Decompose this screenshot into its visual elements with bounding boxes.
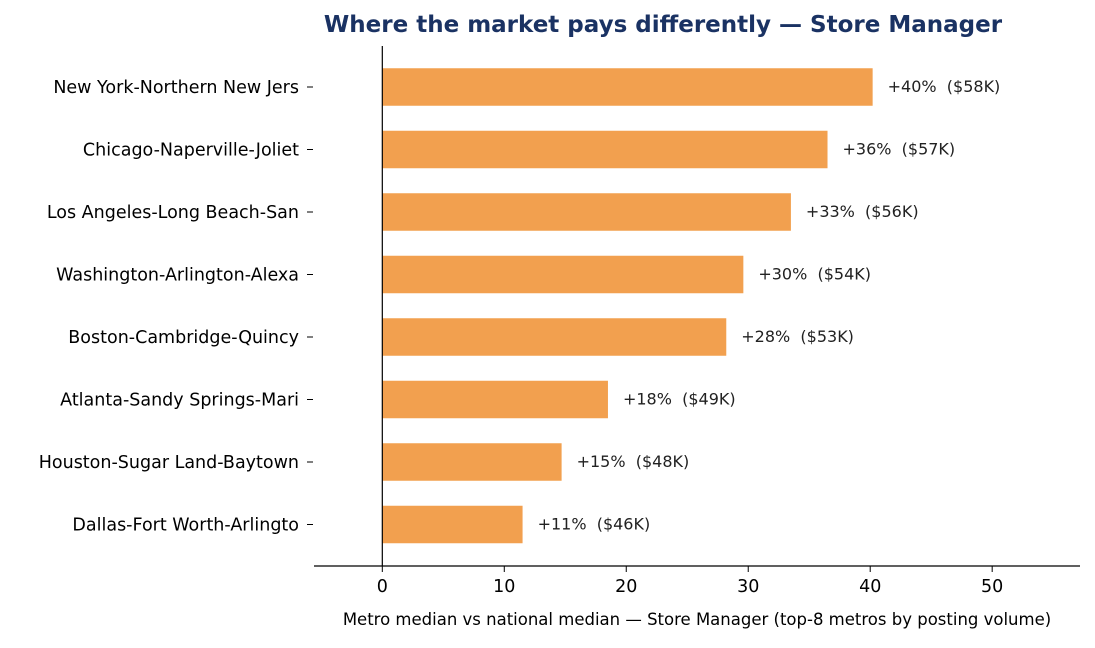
- bar: [382, 130, 828, 169]
- data-label: +40% ($58K): [888, 77, 1001, 96]
- bar: [382, 193, 791, 231]
- x-tick-label: 0: [377, 577, 388, 597]
- x-axis-label: Metro median vs national median — Store …: [343, 610, 1051, 629]
- category-labels: New York-Northern New Jers Chicago-Naperv…: [39, 78, 313, 536]
- bar: [382, 443, 562, 481]
- bars-group: [382, 68, 873, 544]
- x-axis: 0 10 20 30 40 50: [314, 565, 1080, 597]
- bar: [382, 68, 873, 106]
- category-label: Los Angeles-Long Beach-San: [47, 203, 299, 223]
- x-tick-label: 20: [615, 577, 637, 597]
- chart-title: Where the market pays differently — Stor…: [324, 12, 1003, 38]
- data-label: +36% ($57K): [843, 140, 956, 159]
- data-label: +15% ($48K): [577, 452, 690, 471]
- category-label: Chicago-Naperville-Joliet: [83, 141, 299, 161]
- category-label: Dallas-Fort Worth-Arlingto: [72, 516, 299, 536]
- category-label: New York-Northern New Jers: [53, 78, 299, 98]
- x-tick-label: 40: [859, 577, 881, 597]
- x-tick-label: 50: [981, 577, 1003, 597]
- data-label: +28% ($53K): [741, 327, 854, 346]
- data-label: +33% ($56K): [806, 202, 919, 221]
- category-label: Atlanta-Sandy Springs-Mari: [60, 391, 299, 411]
- data-label: +30% ($54K): [758, 265, 871, 284]
- data-label: +11% ($46K): [538, 515, 651, 534]
- bar: [382, 380, 608, 419]
- bar: [382, 505, 523, 544]
- x-tick-label: 30: [737, 577, 759, 597]
- data-label: +18% ($49K): [623, 390, 736, 409]
- bar: [382, 318, 727, 356]
- bar: [382, 255, 744, 294]
- data-labels: +40% ($58K) +36% ($57K) +33% ($56K) +30% ($…: [538, 77, 1001, 534]
- category-label: Washington-Arlington-Alexa: [56, 266, 299, 286]
- category-label: Boston-Cambridge-Quincy: [68, 328, 299, 348]
- category-label: Houston-Sugar Land-Baytown: [39, 453, 299, 473]
- x-tick-label: 10: [493, 577, 515, 597]
